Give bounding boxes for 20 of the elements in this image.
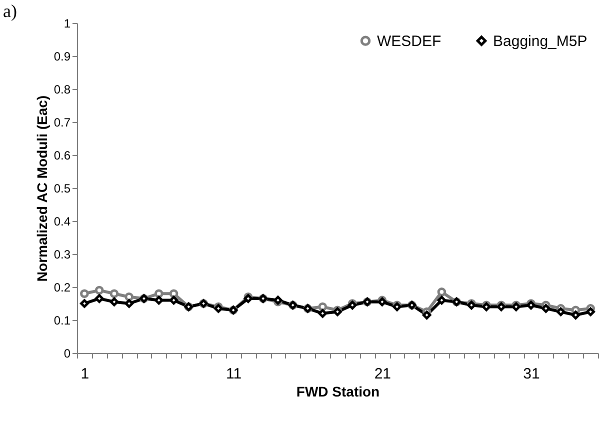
y-tick-label: 0 (64, 346, 71, 360)
y-tick-label: 0.3 (54, 248, 71, 262)
x-axis-title: FWD Station (296, 384, 380, 400)
y-tick-label: 1 (64, 16, 71, 30)
y-tick-label: 0.4 (54, 214, 71, 228)
y-tick-label: 0.9 (54, 50, 71, 64)
y-axis-title: Normalized AC Moduli (Eac) (34, 95, 50, 282)
y-tick-label: 0.5 (54, 182, 71, 196)
y-tick-label: 0.8 (54, 82, 71, 96)
legend-label: WESDEF (377, 32, 442, 50)
y-tick-label: 0.2 (54, 280, 71, 294)
legend-label: Bagging_M5P (493, 32, 588, 50)
text: a) (3, 1, 17, 21)
x-tick-label: 1 (80, 366, 90, 382)
x-tick-label: 11 (226, 366, 242, 382)
x-tick-label: 31 (523, 366, 540, 382)
x-tick-label: 21 (374, 366, 391, 382)
y-tick-label: 0.7 (54, 116, 71, 130)
y-tick-label: 0.6 (54, 148, 71, 162)
y-tick-label: 0.1 (54, 314, 71, 328)
